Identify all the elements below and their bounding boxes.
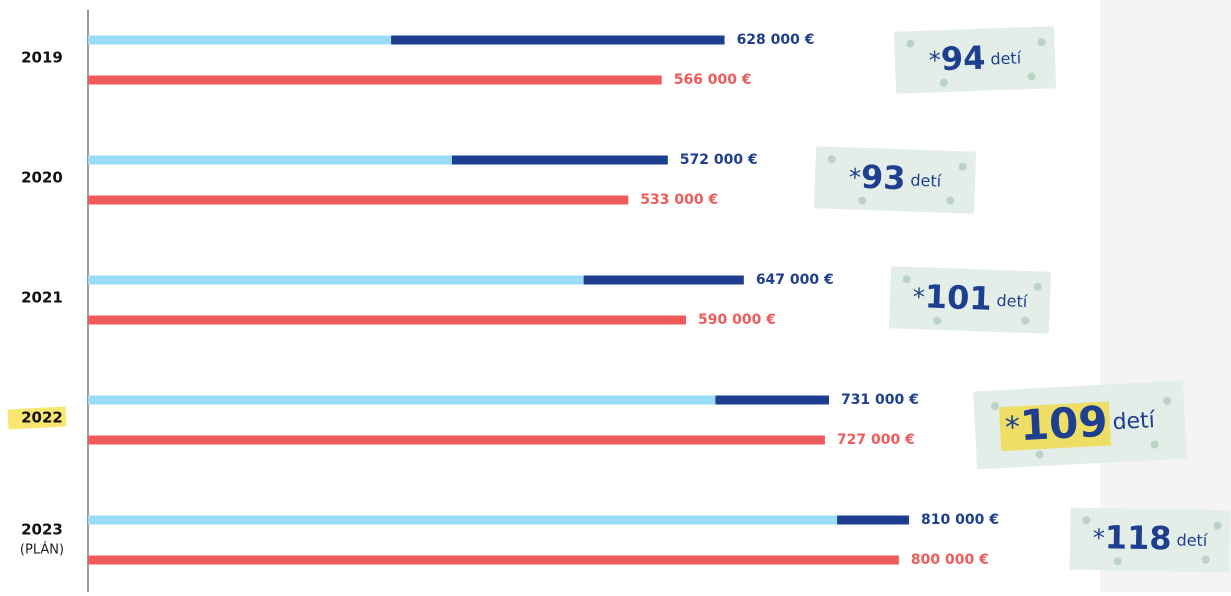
side-panel	[1100, 0, 1231, 592]
value-label: 566 000 €	[674, 72, 752, 88]
bar	[88, 516, 837, 525]
bar	[88, 276, 584, 285]
value-label: 590 000 €	[698, 312, 776, 328]
value-label: 727 000 €	[837, 432, 915, 448]
bar	[88, 196, 628, 205]
category-label: 2021	[21, 289, 63, 307]
children-text: detí	[1176, 530, 1208, 550]
bar	[88, 396, 715, 405]
category-label: 2020	[21, 169, 63, 187]
children-text: *	[1093, 524, 1105, 552]
category-label: 2023	[21, 521, 63, 539]
category-label: 2022	[21, 409, 63, 427]
bar	[88, 76, 662, 85]
bar	[88, 436, 825, 445]
bar	[88, 316, 686, 325]
value-label: 628 000 €	[737, 32, 815, 48]
value-label: 572 000 €	[680, 152, 758, 168]
children-text: 109	[1019, 396, 1109, 450]
children-text: 101	[924, 277, 992, 317]
children-text: *	[848, 163, 861, 191]
children-text: *	[912, 283, 925, 311]
children-text: detí	[996, 290, 1028, 310]
children-text: 93	[860, 158, 906, 198]
value-label: 731 000 €	[841, 392, 919, 408]
value-label: 533 000 €	[640, 192, 718, 208]
children-text: detí	[910, 170, 942, 190]
chart: 2019628 000 €566 000 €*94detí2020572 000…	[0, 0, 1231, 592]
children-text: 94	[940, 39, 986, 79]
category-note: (PLÁN)	[20, 542, 64, 558]
children-text: *	[928, 46, 941, 74]
bar	[88, 556, 899, 565]
value-label: 647 000 €	[756, 272, 834, 288]
children-text: detí	[1112, 408, 1156, 435]
children-text: 118	[1104, 518, 1171, 557]
category-label: 2019	[21, 49, 63, 67]
value-label: 810 000 €	[921, 512, 999, 528]
value-label: 800 000 €	[911, 552, 989, 568]
children-text: detí	[990, 48, 1022, 68]
bar	[88, 156, 452, 165]
bar	[88, 36, 391, 45]
